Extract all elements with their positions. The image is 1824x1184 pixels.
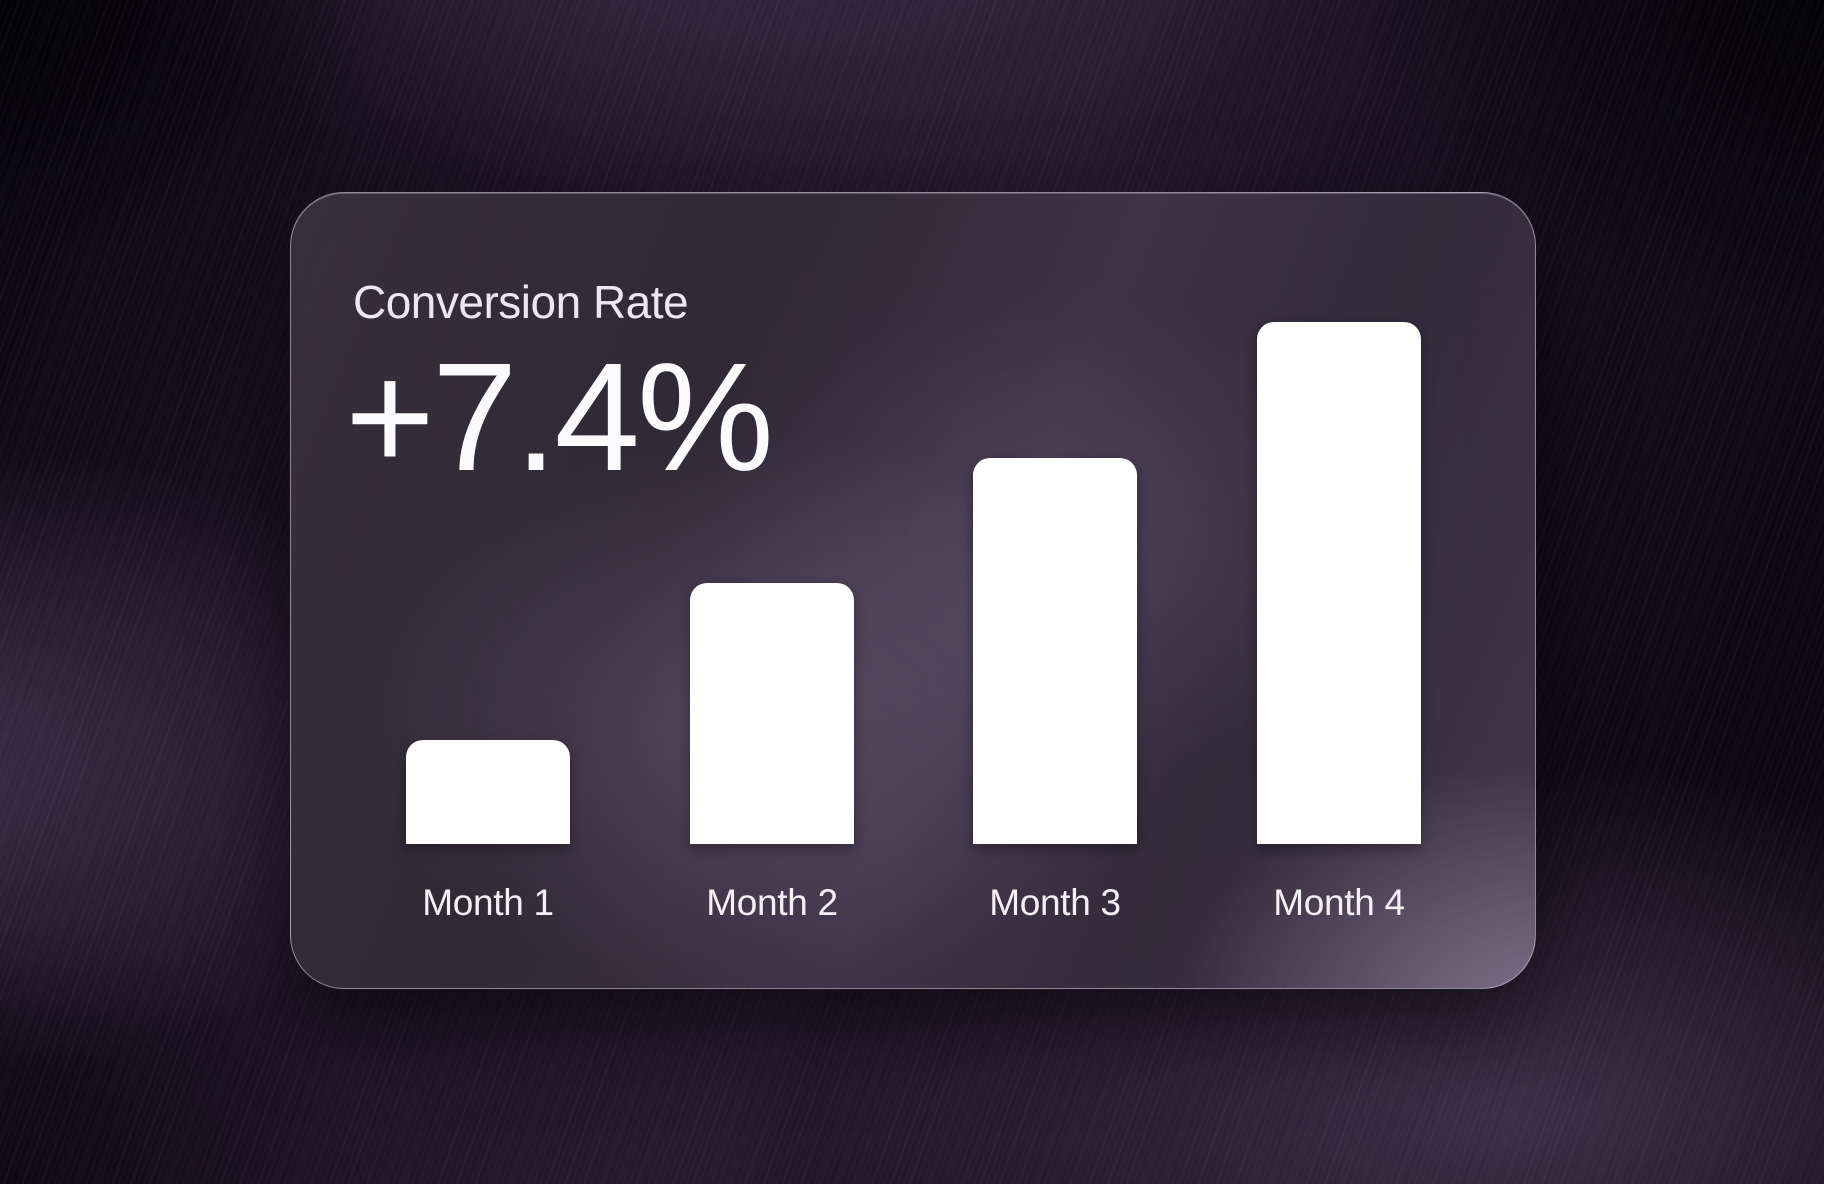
card-title: Conversion Rate (353, 276, 689, 328)
bar-month-2 (690, 583, 854, 844)
metric-value: +7.4% (345, 331, 774, 503)
bar-month-4 (1257, 322, 1421, 844)
conversion-rate-card: Conversion Rate +7.4% Month 1 Month 2 Mont… (290, 192, 1536, 989)
bar-chart: Month 1 Month 2 Month 3 Month 4 (291, 193, 1535, 988)
bar-label-month-2: Month 2 (706, 882, 838, 923)
bar-month-3 (973, 458, 1137, 844)
bar-label-month-4: Month 4 (1273, 882, 1405, 923)
bar-label-month-1: Month 1 (422, 882, 554, 923)
bar-label-month-3: Month 3 (989, 882, 1121, 923)
bar-month-1 (406, 740, 570, 844)
